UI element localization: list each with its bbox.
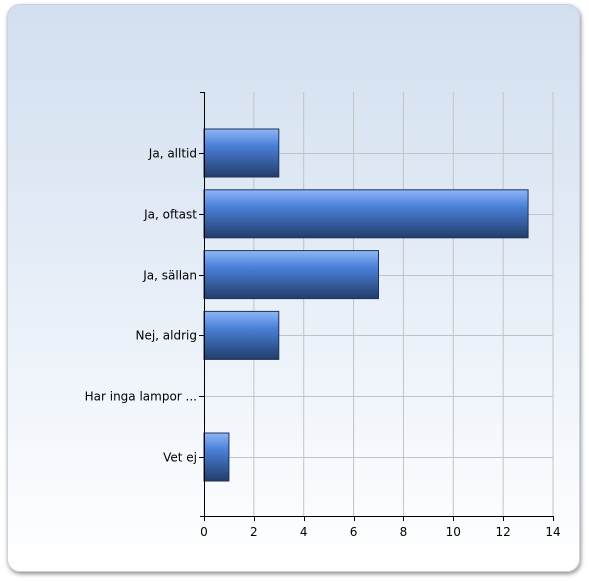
bar-1	[203, 189, 529, 239]
x-tick-label-8: 8	[400, 525, 408, 539]
x-tick-label-14: 14	[545, 525, 560, 539]
bar-5	[203, 432, 230, 482]
y-tick-label-3: Nej, aldrig	[135, 329, 197, 343]
tick-labels: 0 2 4 6 8 10 12 14 Ja, alltid Ja, oftast Ja, sälla…	[85, 147, 561, 540]
y-tick-label-5: Vet ej	[163, 451, 197, 465]
x-tick-label-10: 10	[446, 525, 461, 539]
y-tick-label-2: Ja, sällan	[142, 269, 197, 283]
y-tick-label-0: Ja, alltid	[148, 147, 197, 161]
axes	[199, 92, 554, 521]
x-tick-label-4: 4	[300, 525, 308, 539]
y-tick-label-1: Ja, oftast	[143, 208, 197, 222]
bars	[203, 128, 529, 482]
bar-3	[203, 310, 280, 360]
x-tick-label-2: 2	[250, 525, 258, 539]
bar-0	[203, 128, 280, 178]
y-tick-label-4: Har inga lampor ...	[85, 390, 197, 404]
x-tick-label-6: 6	[350, 525, 358, 539]
x-tick-label-12: 12	[496, 525, 511, 539]
bar-2	[203, 250, 379, 300]
x-tick-label-0: 0	[200, 525, 208, 539]
